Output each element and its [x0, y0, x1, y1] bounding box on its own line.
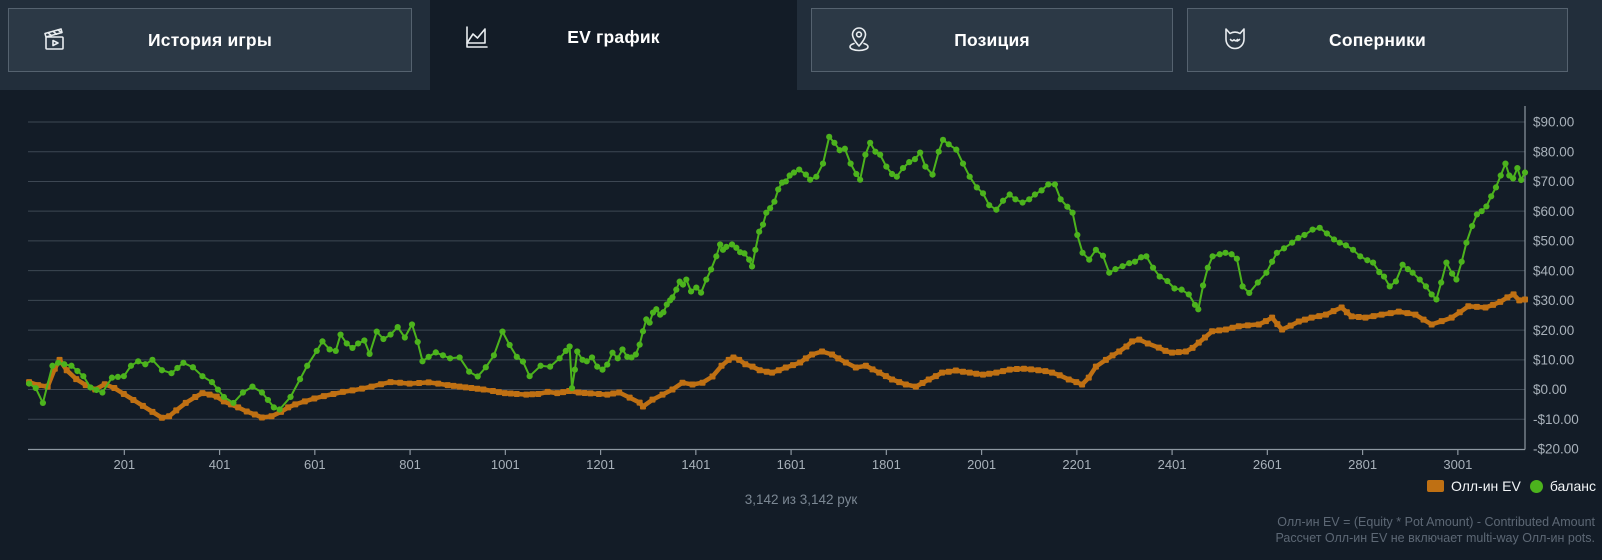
svg-text:$60.00: $60.00 [1533, 204, 1574, 219]
svg-text:$10.00: $10.00 [1533, 353, 1574, 368]
tab-label: История игры [148, 29, 272, 50]
footnote-line-2: Рассчет Олл-ин EV не включает multi-way … [1275, 531, 1595, 545]
svg-text:$40.00: $40.00 [1533, 263, 1574, 278]
tab-position[interactable]: Позиция [811, 8, 1173, 72]
balance-swatch [1529, 479, 1543, 493]
svg-text:$20.00: $20.00 [1533, 323, 1574, 338]
opponent-mask-icon [1218, 23, 1252, 57]
svg-text:201: 201 [113, 457, 135, 472]
legend-label: Олл-ин EV [1450, 478, 1521, 494]
tab-game-history[interactable]: История игры [8, 8, 412, 72]
footnote-line-1: Олл-ин EV = (Equity * Pot Amount) - Cont… [1277, 515, 1595, 529]
tab-label: EV график [567, 26, 660, 47]
location-pin-icon [842, 23, 876, 57]
tab-label: Позиция [954, 29, 1030, 50]
svg-text:2601: 2601 [1253, 457, 1282, 472]
svg-text:2801: 2801 [1348, 457, 1377, 472]
area-chart-icon [460, 20, 494, 54]
chart-legend: Олл-ин EV баланс [1426, 478, 1596, 494]
ev-formula-footnote: Олл-ин EV = (Equity * Pot Amount) - Cont… [1275, 514, 1595, 546]
tab-ev-graph[interactable]: EV график [430, 0, 797, 90]
legend-item-balance: баланс [1529, 478, 1596, 494]
allin-ev-swatch [1426, 480, 1444, 492]
svg-text:1601: 1601 [777, 457, 806, 472]
ev-line-chart: $90.00 $80.00 $70.00 $60.00 $50.00 $40.00 $30.… [25, 106, 1579, 472]
clapperboard-icon [39, 23, 73, 57]
svg-text:1201: 1201 [586, 457, 615, 472]
legend-label: баланс [1549, 478, 1596, 494]
tab-opponents[interactable]: Соперники [1187, 8, 1568, 72]
hands-count-status: 3,142 из 3,142 рук [744, 492, 858, 507]
svg-text:1401: 1401 [681, 457, 710, 472]
svg-text:$90.00: $90.00 [1533, 115, 1574, 130]
svg-text:$70.00: $70.00 [1533, 174, 1574, 189]
tab-label: Соперники [1329, 29, 1426, 50]
svg-text:$0.00: $0.00 [1533, 382, 1567, 397]
svg-text:1801: 1801 [872, 457, 901, 472]
svg-text:801: 801 [399, 457, 421, 472]
legend-item-allin-ev: Олл-ин EV [1426, 478, 1521, 494]
svg-text:$50.00: $50.00 [1533, 234, 1574, 249]
svg-text:2201: 2201 [1062, 457, 1091, 472]
ev-graph-panel: $90.00 $80.00 $70.00 $60.00 $50.00 $40.00 $30.… [0, 90, 1602, 560]
svg-text:-$20.00: -$20.00 [1533, 442, 1579, 457]
svg-text:601: 601 [304, 457, 326, 472]
svg-text:$80.00: $80.00 [1533, 144, 1574, 159]
svg-text:401: 401 [209, 457, 231, 472]
svg-text:2001: 2001 [967, 457, 996, 472]
tab-bar: История игры EV график Позиция [0, 0, 1602, 90]
svg-text:3001: 3001 [1443, 457, 1472, 472]
svg-text:2401: 2401 [1158, 457, 1187, 472]
svg-text:$30.00: $30.00 [1533, 293, 1574, 308]
svg-text:-$10.00: -$10.00 [1533, 412, 1579, 427]
svg-text:1001: 1001 [491, 457, 520, 472]
